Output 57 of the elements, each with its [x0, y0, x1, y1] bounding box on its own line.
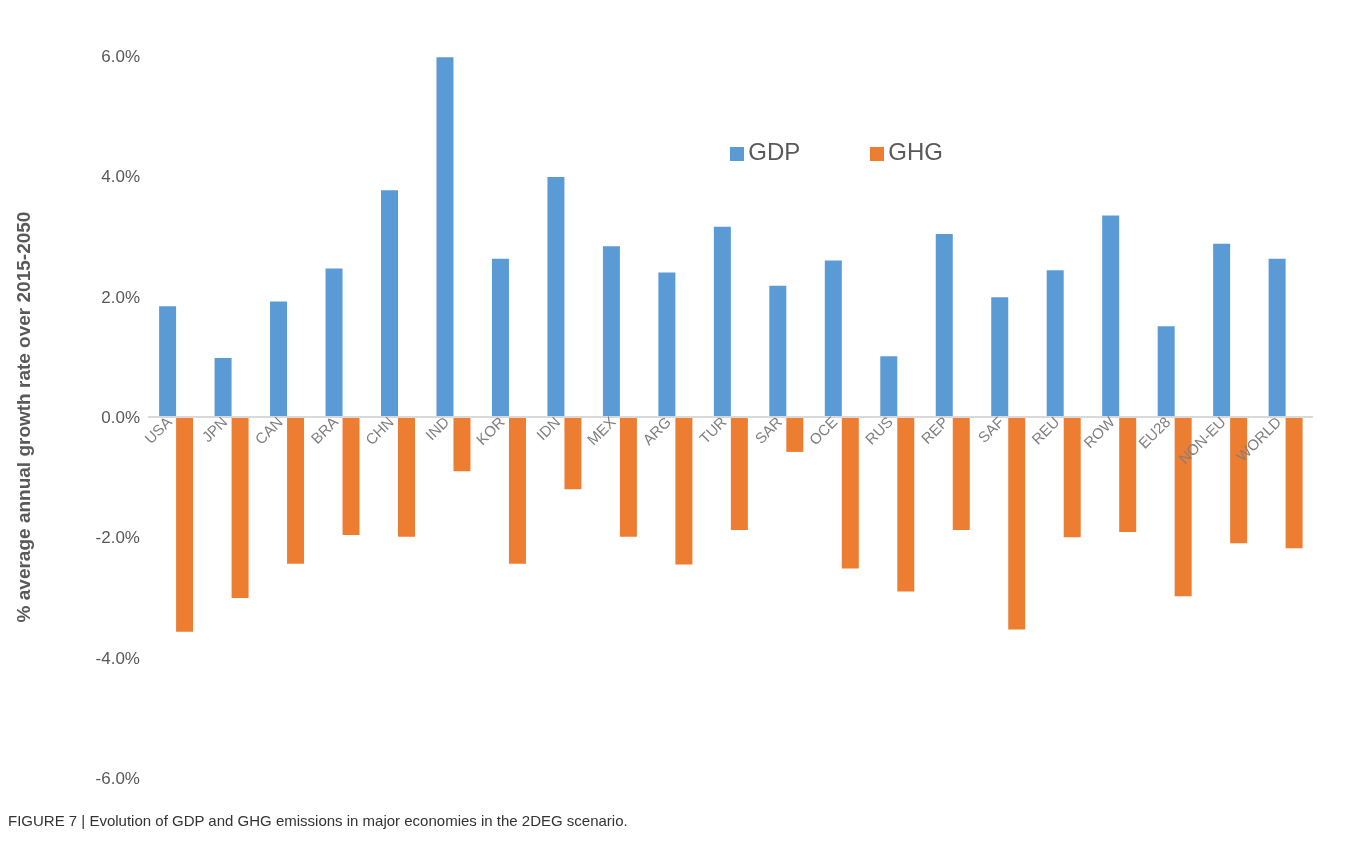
- y-tick-label: -4.0%: [95, 648, 140, 668]
- bar: [1157, 326, 1175, 417]
- bar: [214, 358, 232, 417]
- y-axis-title: % average annual growth rate over 2015-2050: [12, 211, 34, 623]
- y-tick-label: 0.0%: [101, 408, 140, 428]
- bar: [1063, 417, 1081, 538]
- y-tick-label: 2.0%: [101, 287, 140, 307]
- bar: [897, 417, 915, 592]
- bar: [841, 417, 859, 569]
- x-tick-label: IND: [421, 412, 453, 444]
- bar: [508, 417, 526, 564]
- bar: [398, 417, 415, 537]
- bar: [1285, 417, 1303, 549]
- legend-label: GDP: [748, 138, 801, 165]
- bar: [1008, 417, 1026, 630]
- y-tick-label: 4.0%: [101, 167, 140, 187]
- bar: [1046, 270, 1064, 417]
- bar: [287, 417, 305, 564]
- x-tick-label: SAR: [751, 412, 786, 447]
- bar: [935, 234, 953, 417]
- bar: [602, 246, 620, 417]
- bar: [619, 417, 637, 537]
- bar: [1213, 243, 1231, 417]
- bar: [786, 417, 804, 452]
- bar: [564, 417, 582, 490]
- bar: [159, 306, 177, 417]
- bar: [1102, 215, 1120, 417]
- bar: [952, 417, 970, 531]
- bar: [1268, 258, 1286, 417]
- bar: [730, 417, 748, 531]
- bar: [342, 417, 360, 535]
- bar: [769, 285, 787, 417]
- bar: [713, 226, 731, 417]
- y-tick-label: -6.0%: [95, 769, 140, 789]
- legend-label: GHG: [888, 138, 943, 165]
- y-tick-label: 6.0%: [101, 47, 140, 67]
- bar: [381, 190, 398, 417]
- bar: [1119, 417, 1137, 532]
- bar: [547, 176, 565, 417]
- bar: [491, 258, 509, 417]
- bar: [325, 268, 343, 417]
- bar: [270, 301, 288, 417]
- bar: [658, 272, 676, 417]
- x-tick-label: TUR: [695, 412, 730, 447]
- caption: FIGURE 7 | Evolution of GDP and GHG emissions in major economies in the 2DEG scenario.: [8, 812, 629, 829]
- bar: [231, 417, 249, 599]
- x-tick-label: JPN: [198, 413, 231, 446]
- bar: [453, 417, 471, 472]
- x-tick-label: IDN: [532, 413, 564, 444]
- bar: [675, 417, 693, 565]
- y-tick-label: -2.0%: [95, 528, 140, 548]
- bar: [176, 417, 194, 632]
- bar: [436, 57, 454, 417]
- bar: [991, 297, 1009, 417]
- bar: [880, 356, 898, 417]
- bar: [824, 260, 842, 417]
- x-tick-label: USA: [141, 413, 175, 447]
